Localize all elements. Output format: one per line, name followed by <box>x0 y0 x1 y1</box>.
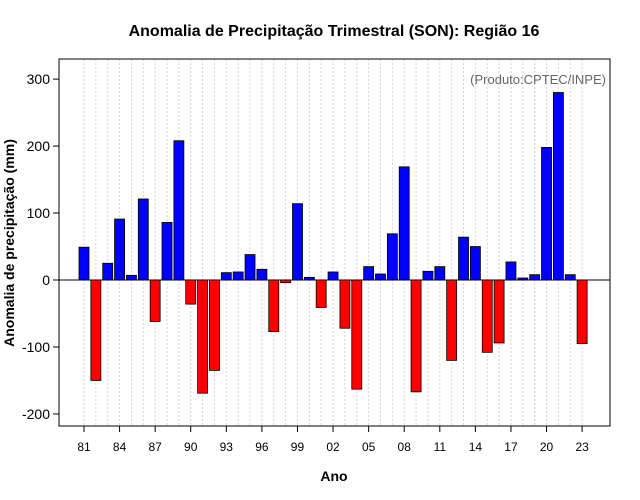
x-tick-label: 20 <box>540 440 554 454</box>
bar-2008 <box>398 166 410 281</box>
bar-1982 <box>90 279 102 381</box>
bar-2022 <box>564 274 576 281</box>
x-tick-label: 99 <box>291 440 305 454</box>
bar-2013 <box>458 236 469 281</box>
x-tick-label: 96 <box>255 440 269 454</box>
bars <box>78 92 588 394</box>
bar-1986 <box>137 198 149 281</box>
y-axis-label: Anomalia de precipitação (mm) <box>1 139 17 347</box>
x-tick-label: 23 <box>575 440 589 454</box>
bar-1988 <box>161 222 173 281</box>
bar-1990 <box>185 279 197 305</box>
x-tick-label: 17 <box>504 440 518 454</box>
vertical-gridlines <box>83 59 583 426</box>
x-axis: 81 84 87 90 93 96 99 02 05 08 11 14 17 20 23 <box>77 426 589 454</box>
bar-2005 <box>363 266 375 281</box>
bar-2006 <box>375 273 386 281</box>
y-tick-label: 200 <box>27 138 51 154</box>
x-axis-label: Ano <box>320 468 347 484</box>
bar-2003 <box>339 279 351 329</box>
y-tick-label: -100 <box>22 339 50 355</box>
y-tick-label: 0 <box>42 272 50 288</box>
y-tick-label: 300 <box>27 71 51 87</box>
bar-2021 <box>553 92 564 281</box>
bar-2000 <box>303 276 315 281</box>
x-tick-label: 11 <box>434 440 447 454</box>
x-tick-label: 05 <box>362 440 376 454</box>
bar-1994 <box>232 271 244 281</box>
bar-2001 <box>315 279 327 308</box>
bar-1981 <box>78 246 90 281</box>
x-tick-label: 90 <box>184 440 198 454</box>
bar-2015 <box>481 279 493 353</box>
bar-2023 <box>576 279 588 345</box>
bar-2009 <box>410 279 422 393</box>
bar-1989 <box>173 140 185 281</box>
bar-1992 <box>209 279 220 371</box>
x-tick-label: 08 <box>398 440 412 454</box>
bar-1993 <box>220 272 232 281</box>
bar-2004 <box>351 279 363 390</box>
plot-frame <box>58 58 611 427</box>
bar-1987 <box>149 279 161 322</box>
x-tick-label: 93 <box>220 440 234 454</box>
bar-1999 <box>292 203 303 281</box>
product-credit: (Produto:CPTEC/INPE) <box>470 72 606 87</box>
bar-2016 <box>493 279 505 344</box>
bar-1997 <box>268 279 280 332</box>
x-tick-label: 14 <box>469 440 483 454</box>
x-tick-label: 87 <box>148 440 162 454</box>
bar-1984 <box>114 218 125 281</box>
y-axis: -200 -100 0 100 200 300 <box>22 71 59 422</box>
chart-title: Anomalia de Precipitação Trimestral (SON… <box>129 23 540 40</box>
bar-1998 <box>280 279 292 284</box>
y-tick-label: -200 <box>22 406 50 422</box>
bar-2002 <box>327 271 339 281</box>
x-tick-label: 02 <box>326 440 340 454</box>
bar-1996 <box>256 268 268 281</box>
bar-1983 <box>102 262 114 281</box>
bar-2011 <box>434 266 446 281</box>
bar-2014 <box>469 246 481 281</box>
bar-2019 <box>529 274 541 281</box>
bar-2018 <box>517 277 529 281</box>
bar-1985 <box>126 274 137 281</box>
y-tick-label: 100 <box>27 205 51 221</box>
bar-2017 <box>505 261 517 281</box>
bar-2010 <box>422 270 434 281</box>
bar-2007 <box>386 233 398 281</box>
bar-1995 <box>244 254 256 281</box>
x-tick-label: 81 <box>77 440 91 454</box>
bar-1991 <box>197 279 209 394</box>
bar-2020 <box>541 147 552 281</box>
x-tick-label: 84 <box>113 440 127 454</box>
bar-2012 <box>446 279 458 361</box>
